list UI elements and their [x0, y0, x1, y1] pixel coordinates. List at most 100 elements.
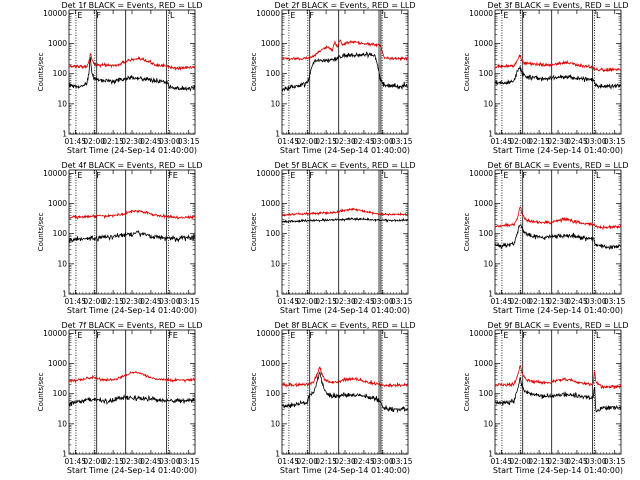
x-tick-label: 02:15	[528, 457, 550, 466]
time-marker-label: E	[77, 11, 82, 20]
series-line-lld	[281, 207, 409, 217]
series-line-lld	[281, 366, 409, 388]
y-tick-label: 1000	[48, 359, 67, 368]
x-axis-label: Start Time (24-Sep-14 01:40:00)	[67, 306, 197, 315]
panel-det-2: Det 2f BLACK = Events, RED = LLD 1 10 100 10…	[250, 1, 416, 155]
time-marker-label: E	[503, 11, 508, 20]
x-tick-label: 03:00	[159, 297, 181, 306]
x-tick-label: 02:45	[353, 297, 375, 306]
series-line-lld	[68, 53, 196, 72]
y-tick-label: 10	[483, 419, 493, 428]
x-tick-label: 02:00	[296, 137, 318, 146]
time-marker-label: E	[77, 331, 82, 340]
x-tick-label: 02:45	[566, 457, 588, 466]
time-marker-label: E	[503, 331, 508, 340]
time-marker-label: L	[384, 11, 389, 20]
y-tick-label: 10	[483, 99, 493, 108]
y-tick-label: 10000	[469, 169, 493, 178]
chart-title: Det 9f BLACK = Events, RED = LLD	[487, 321, 628, 330]
y-tick-label: 10	[57, 99, 67, 108]
time-marker-label: E	[290, 331, 295, 340]
x-tick-label: 03:15	[391, 457, 413, 466]
x-tick-label: 03:15	[391, 137, 413, 146]
x-tick-label: 02:15	[102, 457, 124, 466]
x-tick-label: 03:15	[178, 457, 200, 466]
y-tick-label: 10000	[256, 9, 280, 18]
y-tick-label: 1000	[474, 39, 493, 48]
time-marker-label: E	[77, 171, 82, 180]
y-tick-label: 1000	[261, 359, 280, 368]
time-marker-label: L	[596, 11, 601, 20]
y-tick-label: 100	[479, 389, 494, 398]
x-tick-label: 03:15	[604, 457, 626, 466]
x-tick-label: 02:30	[547, 457, 569, 466]
y-tick-label: 10	[57, 419, 67, 428]
x-tick-label: 02:45	[140, 137, 162, 146]
y-axis-label: Counts/sec	[463, 213, 471, 252]
chart-title: Det 3f BLACK = Events, RED = LLD	[487, 1, 628, 10]
series-line-lld	[68, 209, 196, 220]
y-tick-label: 1000	[261, 199, 280, 208]
x-axis-label: Start Time (24-Sep-14 01:40:00)	[280, 306, 410, 315]
x-tick-label: 03:00	[159, 137, 181, 146]
time-marker-label: E	[290, 171, 295, 180]
series-line-events	[68, 56, 196, 92]
time-marker-label: E	[503, 171, 508, 180]
time-marker-label: F	[309, 331, 314, 340]
x-tick-label: 03:15	[391, 297, 413, 306]
x-axis-label: Start Time (24-Sep-14 01:40:00)	[280, 146, 410, 155]
y-tick-label: 10000	[256, 169, 280, 178]
x-tick-label: 03:15	[178, 137, 200, 146]
x-tick-label: 02:45	[566, 297, 588, 306]
panel-det-7: Det 7f BLACK = Events, RED = LLD 1 10 100 10…	[37, 321, 203, 475]
panel-det-9: Det 9f BLACK = Events, RED = LLD 1 10 100 10…	[463, 321, 629, 475]
x-tick-label: 01:45	[490, 297, 512, 306]
x-tick-label: 01:45	[64, 137, 86, 146]
time-marker-label: F	[96, 171, 101, 180]
y-tick-label: 1	[275, 130, 280, 139]
x-tick-label: 01:45	[490, 457, 512, 466]
chart-title: Det 4f BLACK = Events, RED = LLD	[61, 161, 202, 170]
y-tick-label: 1	[62, 130, 67, 139]
x-tick-label: 02:30	[547, 137, 569, 146]
y-tick-label: 10	[483, 259, 493, 268]
y-tick-label: 1000	[48, 39, 67, 48]
y-tick-label: 1000	[261, 39, 280, 48]
x-tick-label: 03:15	[604, 137, 626, 146]
y-axis-label: Counts/sec	[37, 53, 45, 92]
y-tick-label: 10	[270, 259, 280, 268]
series-line-lld	[494, 54, 622, 73]
x-tick-label: 02:30	[334, 137, 356, 146]
x-tick-label: 02:00	[83, 457, 105, 466]
x-axis-label: Start Time (24-Sep-14 01:40:00)	[493, 306, 623, 315]
y-tick-label: 1	[488, 450, 493, 459]
panel-det-4: Det 4f BLACK = Events, RED = LLD 1 10 100 10…	[37, 161, 203, 315]
plot-frame	[494, 329, 622, 455]
chart-title: Det 8f BLACK = Events, RED = LLD	[274, 321, 415, 330]
x-tick-label: 02:30	[121, 137, 143, 146]
series-line-events	[494, 66, 622, 90]
x-tick-label: 03:00	[372, 457, 394, 466]
x-tick-label: 02:15	[528, 297, 550, 306]
panel-det-5: Det 5f BLACK = Events, RED = LLD 1 10 100 10…	[250, 161, 416, 315]
time-marker-label: F	[522, 171, 527, 180]
time-marker-label: L	[596, 331, 601, 340]
y-axis-label: Counts/sec	[37, 373, 45, 412]
y-tick-label: 1	[275, 290, 280, 299]
y-tick-label: 10	[57, 259, 67, 268]
y-tick-label: 100	[266, 389, 281, 398]
y-tick-label: 1	[62, 450, 67, 459]
chart-title: Det 2f BLACK = Events, RED = LLD	[274, 1, 415, 10]
series-line-lld	[281, 39, 409, 62]
y-tick-label: 100	[479, 69, 494, 78]
series-line-events	[68, 393, 195, 408]
series-line-events	[68, 229, 195, 243]
y-tick-label: 100	[53, 229, 68, 238]
series-line-events	[281, 371, 408, 414]
y-axis-label: Counts/sec	[250, 213, 258, 252]
plot-frame	[281, 169, 409, 295]
series-line-events	[494, 224, 621, 251]
x-tick-label: 02:00	[296, 297, 318, 306]
x-tick-label: 03:00	[585, 137, 607, 146]
x-axis-label: Start Time (24-Sep-14 01:40:00)	[280, 466, 410, 475]
